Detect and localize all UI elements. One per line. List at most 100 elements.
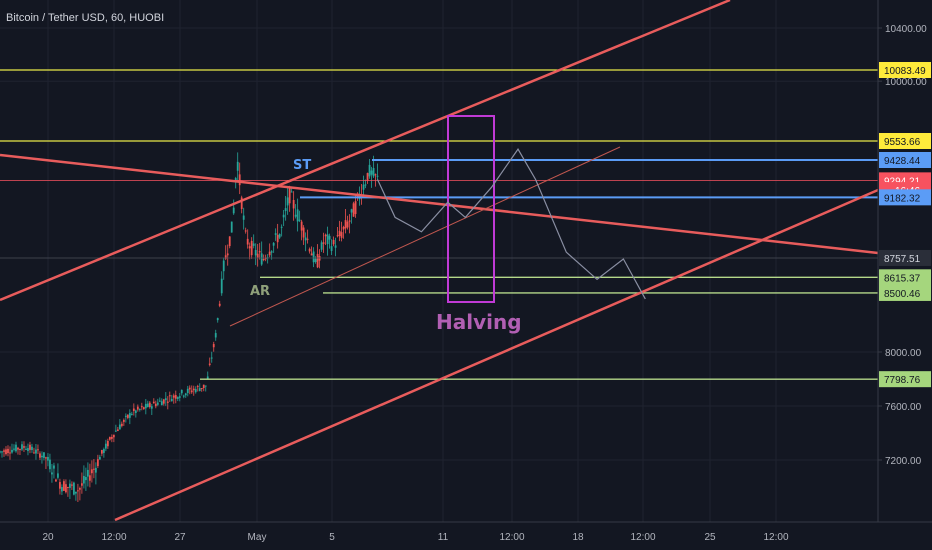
candle-body bbox=[348, 220, 351, 222]
candle-body bbox=[166, 401, 169, 403]
y-tick-label: 10400.00 bbox=[885, 24, 927, 35]
rising-support-line[interactable] bbox=[229, 146, 621, 327]
candle-body bbox=[218, 303, 221, 306]
candle-body bbox=[41, 455, 43, 458]
candle-body bbox=[272, 242, 275, 246]
candle-body bbox=[130, 413, 133, 415]
descending-trend-line[interactable] bbox=[0, 153, 879, 255]
candle-body bbox=[344, 220, 347, 229]
candle-body bbox=[374, 174, 377, 176]
candle-body bbox=[69, 483, 71, 488]
candle-body bbox=[186, 388, 189, 393]
x-tick-label: 27 bbox=[174, 532, 186, 543]
candle-body bbox=[35, 449, 37, 454]
candle-body bbox=[330, 246, 333, 251]
candle-body bbox=[106, 440, 109, 447]
candle-body bbox=[63, 481, 65, 491]
price-tag-label: 9428.44 bbox=[884, 156, 921, 167]
candle-body bbox=[90, 469, 93, 474]
candle-body bbox=[110, 436, 113, 439]
candle-body bbox=[61, 487, 63, 492]
candle-body bbox=[126, 414, 129, 418]
candle-body bbox=[290, 191, 293, 193]
candle-body bbox=[47, 456, 49, 461]
horizontal-levels bbox=[0, 69, 878, 380]
candle-body bbox=[86, 469, 89, 477]
candle-body bbox=[21, 444, 23, 450]
candle-body bbox=[162, 399, 165, 404]
candle-body bbox=[49, 459, 51, 470]
candle-body bbox=[180, 389, 183, 394]
halving-box[interactable] bbox=[447, 115, 495, 303]
candle-body bbox=[312, 251, 315, 263]
candle-body bbox=[88, 475, 91, 481]
candle-body bbox=[342, 226, 345, 230]
candle-body bbox=[334, 245, 337, 248]
candle-body bbox=[132, 408, 135, 411]
candle-body bbox=[332, 239, 335, 245]
candle-body bbox=[350, 209, 353, 213]
candle-body bbox=[120, 423, 123, 426]
upper-channel-line[interactable] bbox=[0, 0, 731, 302]
price-axis-ticks: 7200.00 7600.00 8000.00 10000.00 10400.00 bbox=[878, 24, 927, 467]
candle-body bbox=[338, 230, 341, 237]
candle-body bbox=[232, 207, 235, 214]
candle-body bbox=[252, 243, 255, 246]
candle-body bbox=[102, 449, 105, 453]
candle-body bbox=[328, 235, 331, 240]
candle-body bbox=[71, 484, 73, 486]
symbol-title: Bitcoin / Tether USD, 60, HUOBI bbox=[6, 12, 164, 24]
candle-body bbox=[112, 434, 115, 438]
candle-body bbox=[25, 448, 27, 450]
price-tag-label: 8757.51 bbox=[884, 254, 921, 265]
candle-body bbox=[172, 395, 175, 398]
candle-body bbox=[238, 174, 241, 186]
x-tick-label: May bbox=[248, 532, 267, 543]
candle-body bbox=[100, 450, 103, 454]
candle-body bbox=[346, 221, 349, 228]
candle-body bbox=[268, 251, 271, 256]
candle-body bbox=[236, 161, 239, 171]
candle-body bbox=[220, 278, 223, 294]
x-tick-label: 12:00 bbox=[763, 532, 788, 543]
candle-body bbox=[364, 184, 367, 186]
candle-body bbox=[228, 236, 231, 247]
price-tag-8500-46: 8500.46 bbox=[879, 284, 931, 301]
candle-body bbox=[154, 403, 157, 407]
candle-body bbox=[354, 201, 357, 215]
candle-body bbox=[308, 248, 311, 252]
candle-body bbox=[314, 258, 317, 263]
annotation-ar: AR bbox=[250, 284, 270, 299]
candle-body bbox=[31, 446, 33, 451]
candle-body bbox=[92, 468, 95, 470]
candle-body bbox=[250, 240, 253, 256]
y-tick-label: 7200.00 bbox=[885, 456, 922, 467]
candle-body bbox=[222, 260, 225, 272]
candle-body bbox=[302, 227, 305, 238]
lower-channel-line[interactable] bbox=[114, 188, 879, 522]
candle-body bbox=[7, 448, 9, 454]
candle-body bbox=[104, 443, 107, 449]
candle-body bbox=[370, 170, 373, 175]
candle-body bbox=[39, 453, 41, 458]
candle-body bbox=[196, 386, 199, 388]
candle-body bbox=[116, 429, 119, 431]
candle-body bbox=[248, 246, 251, 249]
candle-body bbox=[23, 446, 25, 448]
candle-body bbox=[75, 491, 77, 494]
candle-body bbox=[43, 452, 45, 458]
candle-body bbox=[320, 242, 323, 250]
projection-path bbox=[376, 148, 646, 300]
candle-body bbox=[194, 389, 197, 393]
candle-body bbox=[260, 253, 263, 265]
candle-body bbox=[84, 477, 87, 481]
candle-body bbox=[178, 396, 181, 398]
x-tick-label: 11 bbox=[438, 532, 449, 543]
y-tick-label: 7600.00 bbox=[885, 402, 922, 413]
candle-body bbox=[340, 232, 343, 238]
candle-body bbox=[352, 203, 355, 217]
candle-body bbox=[45, 457, 47, 459]
candle-body bbox=[300, 221, 303, 231]
candle-body bbox=[170, 398, 173, 402]
